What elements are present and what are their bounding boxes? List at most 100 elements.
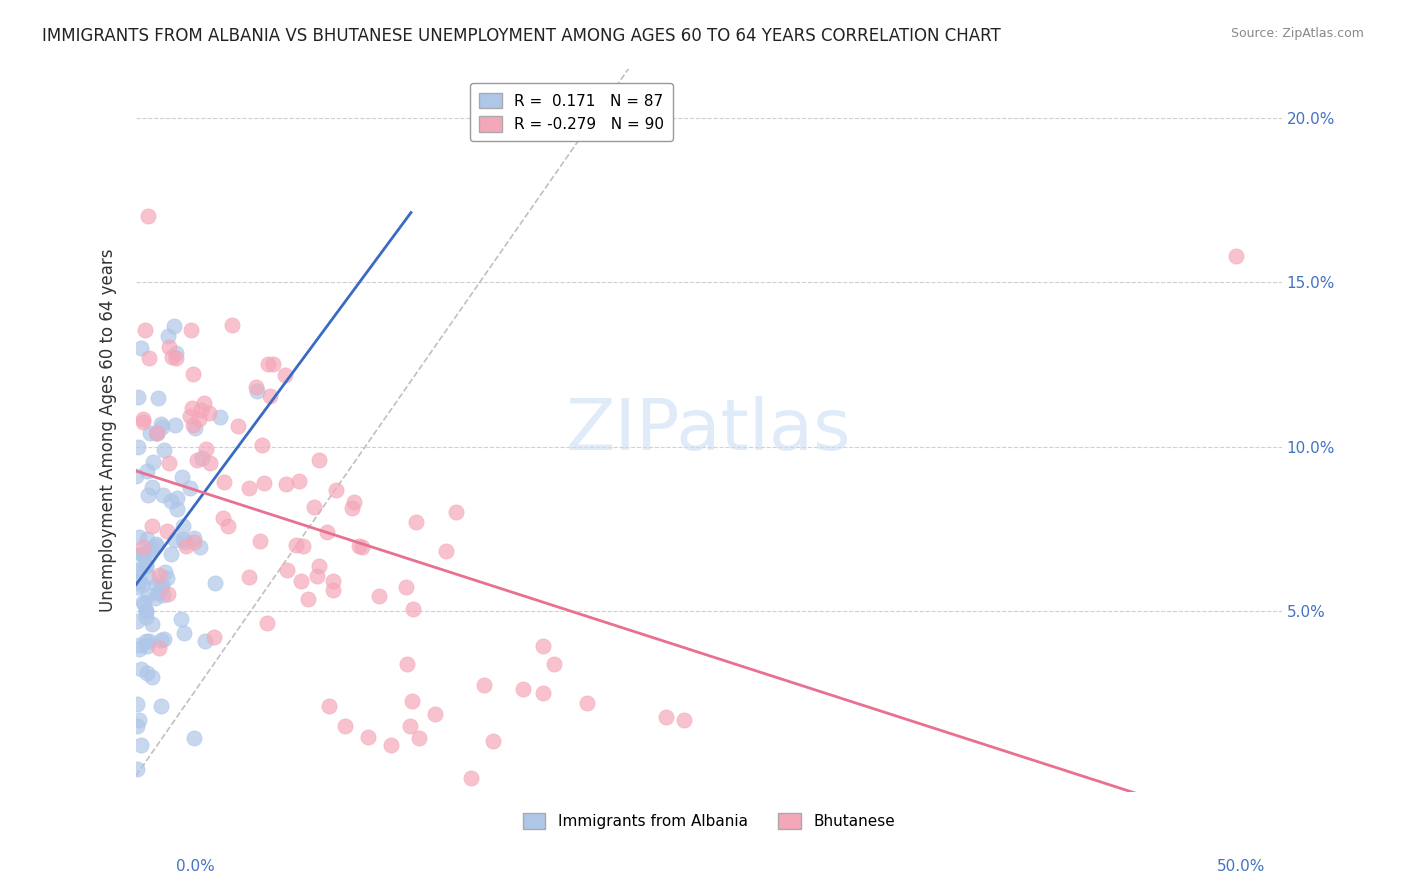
Point: [297, 591, 319, 606]
Point: [274, 477, 297, 491]
Point: [655, 710, 678, 724]
Point: [195, 442, 218, 456]
Point: [179, 481, 201, 495]
Point: [141, 617, 163, 632]
Point: [145, 577, 167, 591]
Point: [152, 632, 174, 646]
Point: [315, 524, 337, 539]
Point: [135, 610, 157, 624]
Point: [188, 540, 211, 554]
Point: [322, 574, 344, 589]
Point: [157, 587, 180, 601]
Point: [221, 318, 243, 332]
Point: [127, 561, 149, 575]
Point: [302, 500, 325, 514]
Point: [190, 402, 212, 417]
Point: [127, 564, 149, 578]
Point: [136, 210, 159, 224]
Point: [543, 657, 565, 671]
Point: [184, 421, 207, 435]
Point: [183, 368, 205, 382]
Point: [262, 357, 284, 371]
Point: [1225, 249, 1247, 263]
Point: [318, 699, 340, 714]
Point: [145, 425, 167, 440]
Point: [146, 425, 169, 440]
Point: [166, 502, 188, 516]
Point: [156, 524, 179, 539]
Point: [202, 630, 225, 644]
Point: [145, 537, 167, 551]
Point: [127, 390, 149, 404]
Point: [165, 351, 187, 365]
Point: [368, 589, 391, 603]
Point: [194, 634, 217, 648]
Point: [132, 411, 155, 425]
Point: [173, 626, 195, 640]
Point: [256, 615, 278, 630]
Point: [350, 541, 373, 555]
Point: [395, 580, 418, 594]
Point: [139, 426, 162, 441]
Point: [125, 469, 148, 483]
Point: [183, 731, 205, 745]
Point: [193, 396, 215, 410]
Point: [209, 409, 232, 424]
Point: [148, 568, 170, 582]
Point: [135, 604, 157, 618]
Point: [135, 666, 157, 681]
Point: [129, 574, 152, 588]
Text: 0.0%: 0.0%: [176, 859, 215, 874]
Point: [212, 510, 235, 524]
Point: [531, 686, 554, 700]
Point: [460, 772, 482, 786]
Point: [141, 519, 163, 533]
Point: [148, 640, 170, 655]
Point: [157, 456, 180, 470]
Point: [131, 578, 153, 592]
Point: [156, 328, 179, 343]
Point: [153, 566, 176, 580]
Point: [127, 440, 149, 454]
Point: [172, 532, 194, 546]
Point: [180, 323, 202, 337]
Point: [128, 714, 150, 728]
Point: [157, 340, 180, 354]
Point: [134, 597, 156, 611]
Legend: Immigrants from Albania, Bhutanese: Immigrants from Albania, Bhutanese: [516, 806, 901, 835]
Point: [204, 576, 226, 591]
Point: [179, 409, 201, 424]
Point: [127, 580, 149, 594]
Point: [139, 541, 162, 556]
Point: [145, 539, 167, 553]
Point: [150, 698, 173, 713]
Point: [128, 638, 150, 652]
Point: [129, 547, 152, 561]
Point: [150, 417, 173, 431]
Point: [136, 488, 159, 502]
Point: [163, 417, 186, 432]
Point: [333, 719, 356, 733]
Point: [129, 738, 152, 752]
Text: IMMIGRANTS FROM ALBANIA VS BHUTANESE UNEMPLOYMENT AMONG AGES 60 TO 64 YEARS CORR: IMMIGRANTS FROM ALBANIA VS BHUTANESE UNE…: [42, 27, 1001, 45]
Text: ZIPatlas: ZIPatlas: [567, 396, 852, 465]
Point: [401, 694, 423, 708]
Point: [198, 406, 221, 420]
Point: [292, 539, 315, 553]
Point: [138, 570, 160, 584]
Point: [380, 738, 402, 752]
Point: [159, 493, 181, 508]
Text: Source: ZipAtlas.com: Source: ZipAtlas.com: [1230, 27, 1364, 40]
Point: [131, 548, 153, 562]
Point: [249, 533, 271, 548]
Point: [395, 657, 418, 672]
Point: [226, 418, 249, 433]
Point: [146, 425, 169, 440]
Point: [257, 357, 280, 371]
Point: [290, 574, 312, 589]
Point: [132, 540, 155, 554]
Point: [165, 346, 187, 360]
Point: [153, 442, 176, 457]
Point: [308, 453, 330, 467]
Point: [152, 488, 174, 502]
